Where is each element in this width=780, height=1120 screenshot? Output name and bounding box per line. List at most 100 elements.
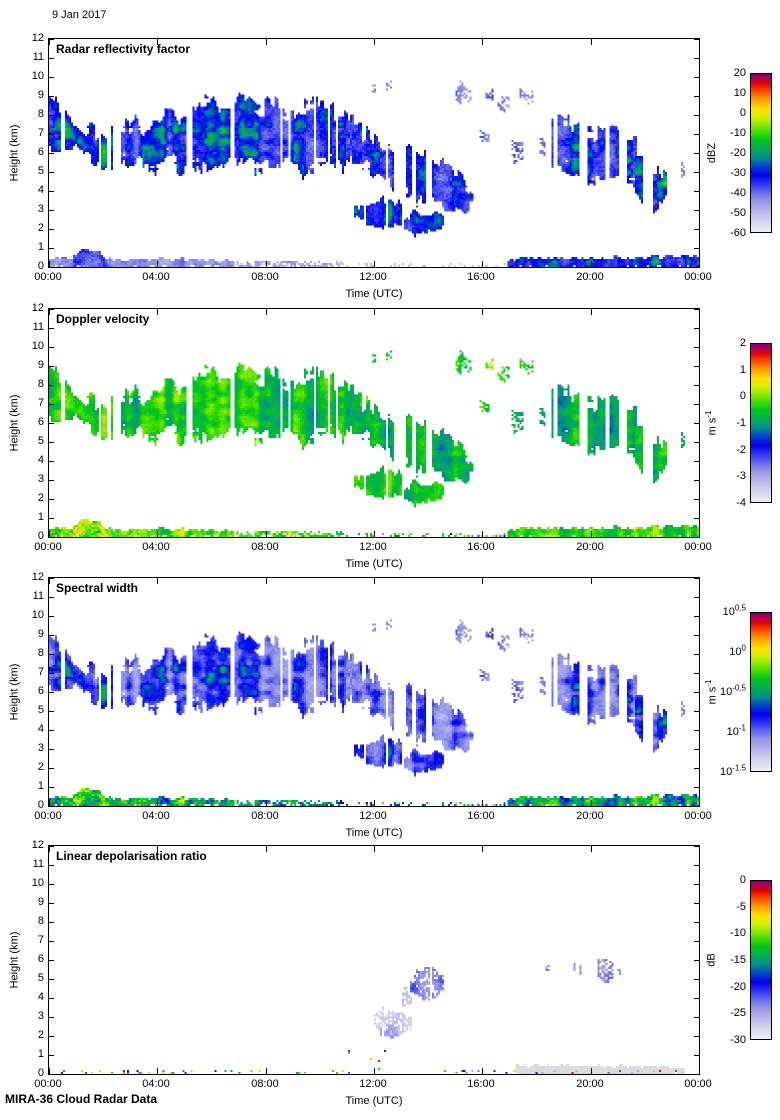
y-tick-mark bbox=[49, 806, 54, 807]
cbar-tick-label: 1 bbox=[739, 363, 746, 376]
y-tick-mark bbox=[49, 153, 54, 154]
y-tick-mark bbox=[49, 578, 54, 579]
x-tick-mark bbox=[157, 39, 158, 45]
y-tick-mark bbox=[694, 922, 699, 923]
x-tick-mark bbox=[49, 531, 50, 537]
colorbar-p2 bbox=[750, 343, 772, 503]
cbar-tick-label: 10 bbox=[733, 87, 746, 99]
x-tick-label: 00:00 bbox=[684, 1078, 712, 1090]
x-tick-label: 00:00 bbox=[34, 541, 62, 553]
cbar-tick-label: 2 bbox=[739, 337, 746, 349]
y-tick-mark bbox=[49, 461, 54, 462]
x-tick-label: 12:00 bbox=[359, 271, 387, 283]
cbar-tick-label: -2 bbox=[736, 443, 746, 456]
plot-box-p1: Radar reflectivity factor bbox=[48, 38, 700, 268]
x-tick-mark bbox=[482, 846, 483, 852]
cbar-tick-label: -1 bbox=[736, 417, 746, 429]
y-tick-mark bbox=[694, 210, 699, 211]
panel-title: Spectral width bbox=[56, 581, 139, 595]
x-tick-mark bbox=[591, 261, 592, 267]
cbar-tick-label: -60 bbox=[730, 227, 746, 239]
y-tick-mark bbox=[49, 1055, 54, 1056]
x-tick-label: 16:00 bbox=[467, 541, 495, 553]
y-tick-mark bbox=[694, 692, 699, 693]
colorbar-unit-label: m s-1 bbox=[703, 410, 719, 436]
cbar-tick-label: -30 bbox=[730, 167, 746, 179]
y-tick-mark bbox=[49, 423, 54, 424]
y-tick-label: 6 bbox=[37, 685, 44, 697]
y-tick-mark bbox=[694, 39, 699, 40]
x-tick-mark bbox=[482, 531, 483, 537]
x-tick-mark bbox=[591, 531, 592, 537]
x-tick-mark bbox=[157, 578, 158, 584]
x-tick-mark bbox=[374, 309, 375, 315]
x-tick-label: 00:00 bbox=[34, 1078, 62, 1090]
y-tick-mark bbox=[49, 499, 54, 500]
y-tick-label: 1 bbox=[37, 241, 44, 253]
y-tick-label: 12 bbox=[31, 839, 44, 851]
x-tick-label: 04:00 bbox=[142, 271, 170, 283]
y-tick-mark bbox=[694, 153, 699, 154]
date-label: 9 Jan 2017 bbox=[52, 9, 107, 21]
y-tick-mark bbox=[49, 1017, 54, 1018]
y-tick-label: 4 bbox=[37, 184, 44, 196]
y-tick-mark bbox=[694, 499, 699, 500]
unit-exponent: -1 bbox=[703, 679, 713, 687]
y-tick-mark bbox=[694, 309, 699, 310]
y-tick-mark bbox=[694, 442, 699, 443]
cbar-tick-label: 0 bbox=[739, 390, 746, 403]
cbar-tick-label: 100 bbox=[729, 643, 746, 658]
panel-title: Doppler velocity bbox=[56, 312, 150, 326]
y-tick-mark bbox=[49, 635, 54, 636]
x-tick-mark bbox=[374, 1068, 375, 1074]
y-tick-mark bbox=[694, 846, 699, 847]
x-tick-mark bbox=[591, 578, 592, 584]
y-tick-label: 6 bbox=[37, 146, 44, 158]
y-tick-mark bbox=[49, 730, 54, 731]
y-tick-mark bbox=[694, 941, 699, 942]
colorbar-unit-container: m s-1 bbox=[702, 343, 722, 503]
y-tick-label: 0 bbox=[37, 1067, 44, 1079]
y-tick-mark bbox=[49, 922, 54, 923]
x-tick-label: 16:00 bbox=[467, 271, 495, 283]
y-tick-label: 5 bbox=[37, 435, 44, 447]
y-tick-mark bbox=[49, 248, 54, 249]
x-tick-label: 00:00 bbox=[34, 271, 62, 283]
x-tick-mark bbox=[374, 578, 375, 584]
y-tick-mark bbox=[694, 673, 699, 674]
y-tick-mark bbox=[694, 749, 699, 750]
y-tick-label: 2 bbox=[37, 492, 44, 504]
x-tick-label: 00:00 bbox=[34, 810, 62, 822]
x-tick-label: 12:00 bbox=[359, 810, 387, 822]
x-tick-label: 12:00 bbox=[359, 1078, 387, 1090]
y-tick-label: 9 bbox=[37, 89, 44, 101]
colorbar-unit-label: m s-1 bbox=[703, 679, 719, 705]
y-tick-label: 3 bbox=[37, 1010, 44, 1022]
y-tick-mark bbox=[694, 96, 699, 97]
x-tick-mark bbox=[157, 846, 158, 852]
heatmap-p4 bbox=[49, 846, 699, 1074]
cbar-tick-label: -5 bbox=[736, 900, 746, 913]
y-tick-label: 7 bbox=[37, 397, 44, 409]
x-tick-mark bbox=[699, 1068, 700, 1074]
y-tick-label: 3 bbox=[37, 473, 44, 485]
y-tick-label: 6 bbox=[37, 953, 44, 965]
x-tick-label: 08:00 bbox=[251, 271, 279, 283]
x-tick-label: 20:00 bbox=[576, 271, 604, 283]
y-tick-label: 1 bbox=[37, 1048, 44, 1060]
y-tick-mark bbox=[49, 134, 54, 135]
x-tick-label: 16:00 bbox=[467, 1078, 495, 1090]
colorbar-unit-container: dBZ bbox=[702, 73, 722, 233]
y-tick-mark bbox=[694, 115, 699, 116]
y-tick-label: 9 bbox=[37, 359, 44, 371]
y-tick-mark bbox=[49, 1074, 54, 1075]
y-tick-label: 5 bbox=[37, 972, 44, 984]
y-tick-label: 8 bbox=[37, 915, 44, 927]
y-tick-mark bbox=[694, 191, 699, 192]
y-tick-mark bbox=[49, 846, 54, 847]
x-tick-mark bbox=[266, 578, 267, 584]
y-tick-label: 4 bbox=[37, 454, 44, 466]
cbar-tick-label: -30 bbox=[730, 1034, 746, 1046]
y-tick-label: 1 bbox=[37, 511, 44, 523]
y-tick-label: 7 bbox=[37, 127, 44, 139]
